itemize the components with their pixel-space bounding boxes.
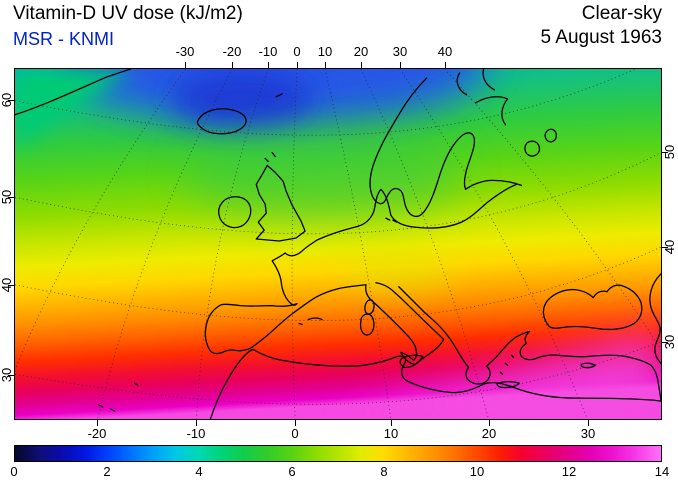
top-axis-tick xyxy=(361,62,363,68)
coast-west-europe-iberia xyxy=(204,239,367,355)
bottom-axis-tick xyxy=(97,420,99,426)
left-axis-label: 60 xyxy=(0,92,14,108)
coast-greenland xyxy=(15,69,132,116)
coast-lake-ladoga xyxy=(524,140,541,157)
right-axis-tick xyxy=(662,342,668,344)
coast-turkey-levant xyxy=(519,330,661,401)
right-axis-tick xyxy=(662,247,668,249)
colorbar-label: 12 xyxy=(561,464,577,479)
colorbar-label: 2 xyxy=(103,464,111,479)
bottom-axis-tick xyxy=(588,420,590,426)
bottom-axis-label: 10 xyxy=(383,426,399,441)
right-axis-tick xyxy=(662,152,668,154)
right-axis-label: 40 xyxy=(662,239,677,255)
left-axis-tick xyxy=(8,285,14,287)
coastlines xyxy=(15,69,661,419)
colorbar-label: 4 xyxy=(195,464,203,479)
top-axis-label: -30 xyxy=(175,44,195,59)
left-axis-tick xyxy=(8,375,14,377)
bottom-axis-label: 30 xyxy=(580,426,596,441)
left-axis-label: 40 xyxy=(0,277,14,293)
coast-balearics xyxy=(298,317,323,326)
left-axis-label: 50 xyxy=(0,189,14,205)
bottom-axis-tick xyxy=(295,420,297,426)
bottom-axis-tick xyxy=(489,420,491,426)
top-axis-label: 10 xyxy=(317,44,333,59)
coast-black-sea xyxy=(542,284,643,331)
bottom-axis-label: -20 xyxy=(87,426,107,441)
top-axis-label: 0 xyxy=(293,44,301,59)
coast-kola-white-sea xyxy=(474,96,509,126)
top-axis-tick xyxy=(445,62,447,68)
coast-ireland xyxy=(218,196,252,229)
top-axis-tick xyxy=(185,62,187,68)
coast-sicily xyxy=(399,354,424,369)
top-axis-label: 40 xyxy=(437,44,453,59)
left-axis-tick xyxy=(8,100,14,102)
top-axis-label: 20 xyxy=(353,44,369,59)
coast-corsica xyxy=(364,299,375,315)
coast-denmark-islands xyxy=(385,217,398,223)
coast-cyprus xyxy=(580,362,596,369)
top-axis-tick xyxy=(297,62,299,68)
colorbar-gradient xyxy=(14,445,662,462)
top-axis-tick xyxy=(400,62,402,68)
bottom-axis-label: -10 xyxy=(186,426,206,441)
coast-caspian xyxy=(649,273,661,364)
top-axis-label: -20 xyxy=(222,44,242,59)
coast-north-africa xyxy=(209,348,661,419)
colorbar-label: 14 xyxy=(654,464,670,479)
top-axis-tick xyxy=(232,62,234,68)
uv-dose-map xyxy=(15,69,661,419)
top-axis-label: -10 xyxy=(258,44,278,59)
colorbar-label: 10 xyxy=(469,464,485,479)
top-axis-label: 30 xyxy=(392,44,408,59)
left-axis-tick xyxy=(8,197,14,199)
map-date: 5 August 1963 xyxy=(540,27,663,48)
page-title: Vitamin-D UV dose (kJ/m2) xyxy=(13,3,243,24)
coast-aegean-islands xyxy=(499,354,515,375)
top-axis-tick xyxy=(325,62,327,68)
top-axis-tick xyxy=(268,62,270,68)
colorbar-label: 8 xyxy=(380,464,388,479)
coast-italy xyxy=(365,282,445,365)
coast-lake-onega xyxy=(544,128,557,143)
coast-scandinavia xyxy=(369,77,523,218)
right-axis-label: 50 xyxy=(662,144,677,160)
coast-arctic-islands xyxy=(456,69,496,96)
coast-jan-mayen xyxy=(275,93,283,98)
coast-shetland xyxy=(264,151,276,163)
coast-atlantic-islands xyxy=(98,382,139,412)
coast-iceland xyxy=(196,108,247,135)
graticule xyxy=(15,69,661,419)
left-axis-label: 30 xyxy=(0,367,14,383)
map-frame xyxy=(14,68,662,420)
map-source: MSR - KNMI xyxy=(13,29,114,49)
colorbar-label: 0 xyxy=(10,464,18,479)
colorbar-label: 6 xyxy=(288,464,296,479)
coast-baltic-south xyxy=(316,183,518,241)
coast-sardinia xyxy=(359,313,375,336)
coast-balkans-greece xyxy=(398,286,531,385)
coast-great-britain xyxy=(255,164,306,242)
bottom-axis-tick xyxy=(196,420,198,426)
sky-condition-label: Clear-sky xyxy=(581,3,662,24)
right-axis-label: 30 xyxy=(662,334,677,350)
bottom-axis-label: 0 xyxy=(291,426,299,441)
bottom-axis-tick xyxy=(391,420,393,426)
bottom-axis-label: 20 xyxy=(481,426,497,441)
